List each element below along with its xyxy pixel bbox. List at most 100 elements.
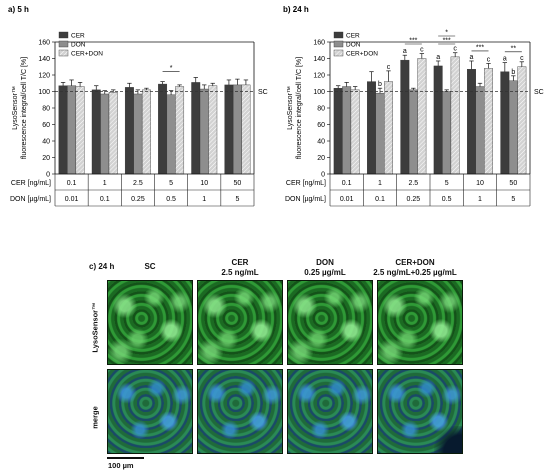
significance-letter: a xyxy=(403,48,407,55)
table-cell-cer: 1 xyxy=(103,180,107,187)
legend-swatch xyxy=(58,49,69,57)
panel-c-row-label-merge: merge xyxy=(90,406,100,429)
y-tick-label: 160 xyxy=(38,39,50,46)
significance-letter: c xyxy=(420,47,424,54)
y-tick-label: 140 xyxy=(38,56,50,63)
legend-label: CER xyxy=(346,32,360,39)
bar-don xyxy=(508,80,518,175)
significance-marker: *** xyxy=(409,38,417,45)
bar-cer xyxy=(58,85,68,175)
significance-letter: c xyxy=(387,64,391,71)
significance-letter: c xyxy=(487,56,491,63)
y-tick-label: 100 xyxy=(313,89,325,96)
table-cell-cer: 0.1 xyxy=(67,180,77,187)
significance-marker: *** xyxy=(476,44,484,51)
y-tick-label: 40 xyxy=(317,138,325,145)
y-axis-label-line2: fluorescence integral/cell T/C [%] xyxy=(21,57,28,159)
table-cell-don: 0.01 xyxy=(65,196,79,203)
significance-marker: * xyxy=(170,65,173,72)
scale-bar xyxy=(107,457,144,459)
panel-c-col-title-cer: CER xyxy=(231,258,249,267)
bar-cer-don xyxy=(175,86,185,175)
y-tick-label: 80 xyxy=(42,105,50,112)
table-row-label-don: DON [µg/mL] xyxy=(285,196,326,203)
y-axis-label-line1: LysoSensor™ xyxy=(12,86,19,130)
legend-label: CER+DON xyxy=(346,50,378,57)
table-cell-don: 5 xyxy=(511,196,515,203)
y-tick-label: 140 xyxy=(313,56,325,63)
table-cell-don: 0.1 xyxy=(375,196,385,203)
bar-don xyxy=(100,93,110,175)
bar-cer-don xyxy=(384,81,393,175)
bar-don xyxy=(133,93,143,175)
significance-marker: * xyxy=(445,30,448,37)
y-tick-label: 40 xyxy=(42,138,50,145)
y-tick-label: 0 xyxy=(46,171,50,178)
bar-don xyxy=(199,88,209,175)
bar-cer xyxy=(158,83,168,175)
micrograph-don-merge xyxy=(287,369,373,454)
table-cell-don: 0.5 xyxy=(166,196,176,203)
table-cell-cer: 50 xyxy=(234,180,242,187)
legend-label: DON xyxy=(346,41,361,48)
legend-swatch xyxy=(333,31,344,39)
legend-swatch xyxy=(333,40,344,48)
bar-cer-don xyxy=(241,84,251,175)
significance-letter: a xyxy=(436,54,440,61)
micrograph-sc-lysosensor xyxy=(107,280,193,365)
table-row-label-cer: CER [ng/mL] xyxy=(11,180,51,187)
bar-don xyxy=(475,86,485,175)
bar-cer xyxy=(191,82,201,175)
table-cell-don: 0.1 xyxy=(100,196,110,203)
panel-c-row-label-lysosensor: LysoSensor™ xyxy=(90,302,100,353)
y-axis-label-line1: LysoSensor™ xyxy=(287,86,294,130)
bar-cer xyxy=(333,87,343,175)
micrograph-cerdon-lysosensor xyxy=(377,280,463,365)
bar-cer-don xyxy=(450,56,460,175)
table-cell-don: 1 xyxy=(478,196,482,203)
table-cell-don: 5 xyxy=(235,196,239,203)
sc-label: SC xyxy=(534,89,544,96)
bar-don xyxy=(166,94,176,175)
chart-panel-1: b) 24 h LysoSensor™ fluorescence integral/… xyxy=(283,5,544,207)
y-tick-label: 100 xyxy=(38,89,50,96)
sc-label: SC xyxy=(258,89,268,96)
panel-c-col-title-cerdon: CER+DON xyxy=(395,258,435,267)
y-tick-label: 60 xyxy=(317,122,325,129)
bar-don xyxy=(408,89,418,175)
panel-c-col-title-sc: SC xyxy=(144,262,156,271)
bar-cer xyxy=(124,87,134,175)
panel-c-col-subtitle-cer: 2.5 ng/mL xyxy=(221,268,259,277)
legend-label: CER+DON xyxy=(71,50,103,57)
significance-letter: b xyxy=(511,69,515,76)
micrograph-cerdon-merge xyxy=(377,369,463,454)
panel-label: a) 5 h xyxy=(8,5,29,14)
table-cell-don: 0.25 xyxy=(407,196,421,203)
significance-marker: ** xyxy=(511,45,517,52)
bar-cer xyxy=(367,81,376,175)
bar-don xyxy=(375,92,385,175)
table-cell-cer: 50 xyxy=(509,180,517,187)
y-tick-label: 20 xyxy=(317,155,325,162)
panel-c-label: c) 24 h xyxy=(89,262,115,271)
y-tick-label: 60 xyxy=(42,122,50,129)
bar-cer-don xyxy=(108,92,118,175)
bar-cer xyxy=(467,69,476,175)
table-cell-cer: 10 xyxy=(200,180,208,187)
panel-c-col-subtitle-don: 0.25 µg/mL xyxy=(304,268,346,277)
table-cell-cer: 5 xyxy=(445,180,449,187)
table-cell-cer: 2.5 xyxy=(408,180,418,187)
y-axis-label-line2: fluorescence integral/cell T/C [%] xyxy=(296,57,303,159)
bar-cer xyxy=(224,84,234,175)
table-cell-don: 0.5 xyxy=(442,196,452,203)
bar-cer xyxy=(91,89,101,175)
bar-don xyxy=(67,85,77,175)
y-tick-label: 120 xyxy=(313,72,325,79)
legend-swatch xyxy=(58,31,69,39)
table-cell-don: 0.01 xyxy=(340,196,354,203)
table-cell-cer: 10 xyxy=(476,180,484,187)
legend-label: CER xyxy=(71,32,85,39)
bar-don xyxy=(342,86,352,175)
